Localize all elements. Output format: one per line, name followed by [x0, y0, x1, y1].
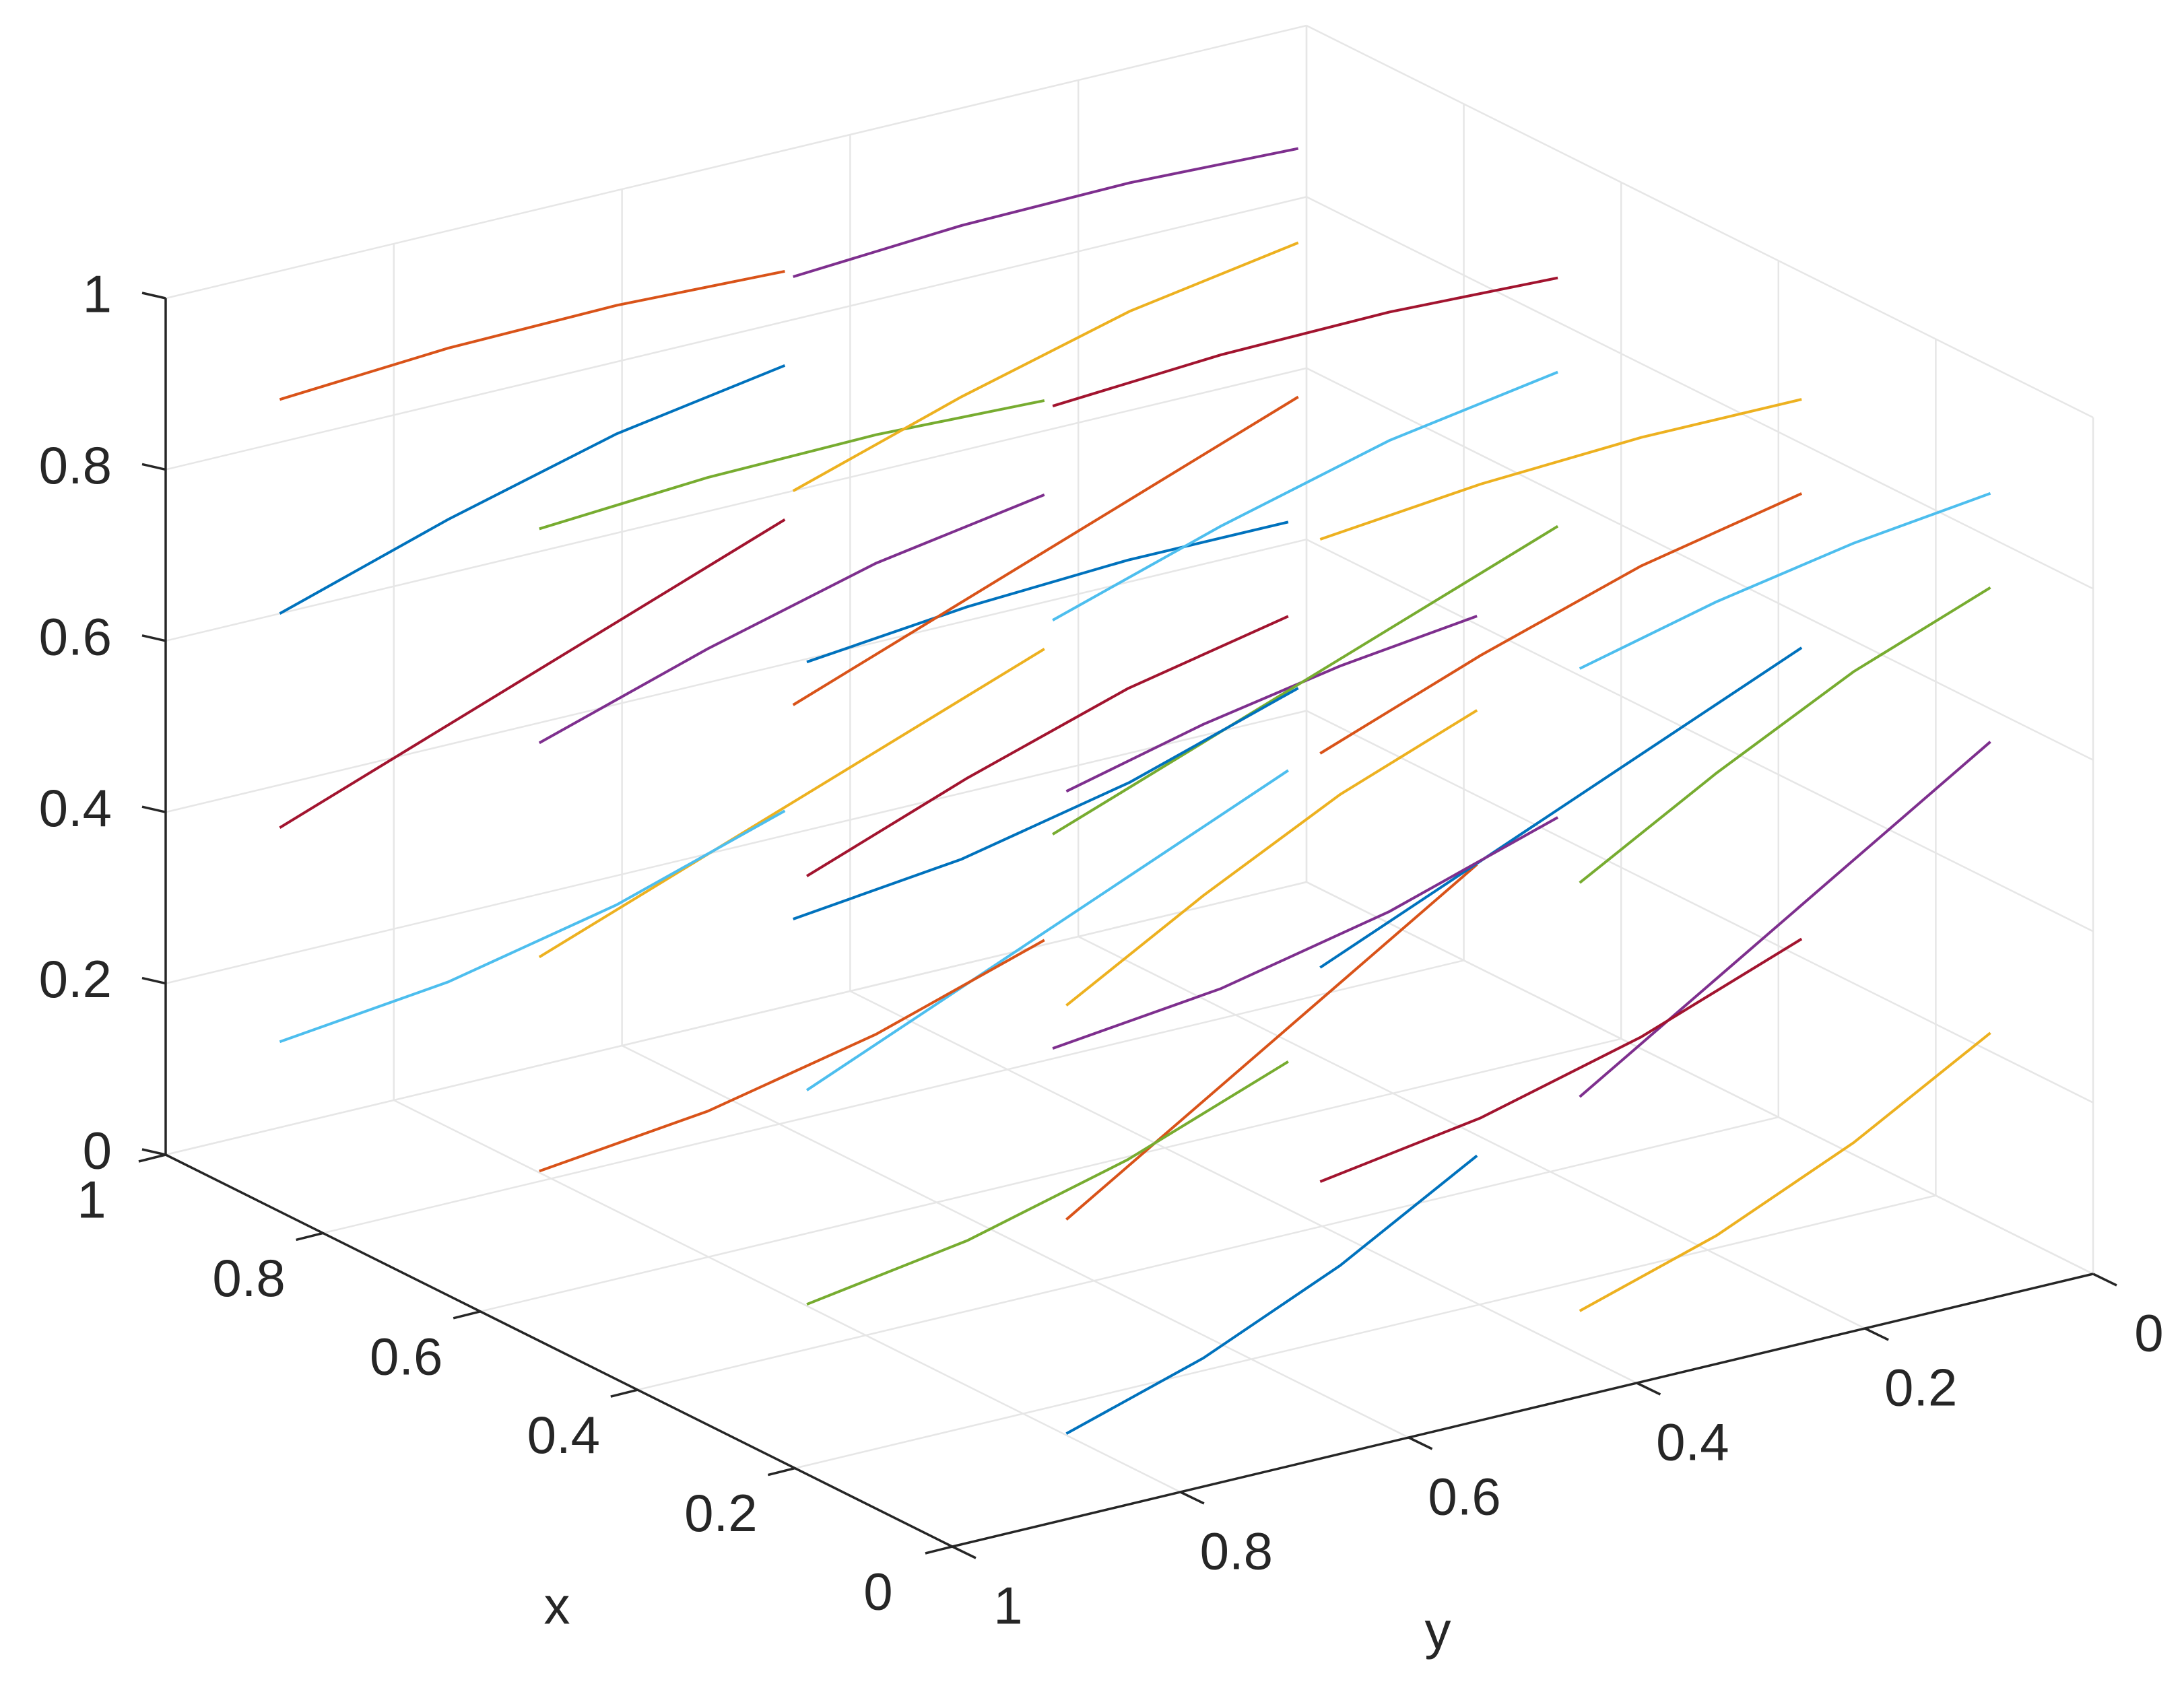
trajectory: [539, 939, 1045, 1173]
y-tick: [1180, 1491, 1205, 1505]
trajectory: [792, 241, 1299, 492]
x-tick-label: 0: [863, 1562, 892, 1621]
trajectory: [1052, 816, 1559, 1050]
trajectory: [1579, 741, 1991, 1098]
x-tick: [925, 1545, 953, 1555]
trajectory: [1065, 863, 1478, 1221]
grid-line: [1306, 710, 2094, 1104]
z-tick-label: 1: [83, 265, 112, 324]
z-tick: [141, 463, 166, 471]
y-tick-label: 0.2: [1884, 1358, 1957, 1417]
trajectory: [805, 769, 1290, 1091]
trajectory: [1319, 398, 1802, 541]
z-tick-label: 0.4: [39, 778, 112, 838]
trajectory: [805, 615, 1289, 877]
y-tick-label: 0.8: [1200, 1522, 1273, 1581]
trajectory: [538, 648, 1045, 959]
y-tick-label: 0.4: [1656, 1413, 1729, 1472]
plot-area: [279, 147, 1991, 1435]
y-axis: [952, 1273, 2094, 1548]
trajectory: [793, 687, 1299, 920]
y-tick: [952, 1545, 977, 1559]
trajectory: [279, 809, 786, 1044]
x-tick-label: 1: [77, 1170, 106, 1229]
z-tick: [141, 634, 166, 642]
grid-line: [165, 710, 1307, 984]
x-axis: [165, 1153, 953, 1548]
y-tick-label: 0: [2134, 1304, 2163, 1363]
grid-line: [1306, 196, 2094, 590]
trajectory: [1319, 937, 1803, 1183]
x-tick: [767, 1466, 795, 1477]
trajectory: [1065, 615, 1478, 793]
grid-line: [165, 881, 1307, 1156]
x-tick: [138, 1153, 166, 1163]
grid-line: [165, 196, 1307, 471]
y-tick: [1408, 1436, 1433, 1450]
z-tick: [141, 805, 166, 813]
y-tick: [1636, 1382, 1661, 1396]
grid-line: [1306, 539, 2094, 933]
trajectory: [792, 395, 1299, 706]
z-tick-label: 0.2: [39, 949, 112, 1009]
z-tick-label: 0.8: [39, 436, 112, 495]
grid-line: [1306, 24, 2094, 419]
grid-line: [1306, 881, 2094, 1275]
trajectory: [1052, 370, 1558, 621]
x-tick: [453, 1310, 481, 1320]
y-tick-label: 1: [993, 1576, 1022, 1635]
trajectory: [279, 518, 786, 830]
trajectory: [806, 1060, 1289, 1306]
grid-line: [165, 367, 1307, 642]
y-tick: [1864, 1327, 1889, 1341]
z-tick: [141, 1148, 166, 1156]
x-tick-label: 0.2: [684, 1483, 757, 1543]
grid-line: [795, 1194, 1936, 1469]
trajectory: [1579, 492, 1991, 670]
grid-line: [849, 990, 1637, 1384]
trajectory: [793, 147, 1299, 278]
trajectory: [1319, 492, 1803, 755]
grid-line: [393, 1099, 1181, 1493]
grid-line: [165, 24, 1307, 300]
grid-line: [1306, 367, 2094, 761]
trajectory: [1052, 525, 1559, 836]
trajectory: [279, 269, 785, 401]
x-tick-label: 0.4: [527, 1405, 600, 1464]
grid-line: [1078, 935, 1865, 1330]
trajectory: [1052, 276, 1558, 408]
grid-line: [479, 1038, 1622, 1313]
y-axis-label: y: [1425, 1601, 1451, 1660]
x-tick: [610, 1388, 638, 1398]
trajectory: [279, 364, 786, 615]
trajectory: [1579, 1032, 1991, 1312]
x-axis-label: x: [544, 1576, 570, 1635]
trajectory: [538, 493, 1045, 745]
z-tick: [141, 292, 166, 300]
x-tick: [296, 1231, 324, 1242]
trajectory: [539, 399, 1045, 531]
z-tick: [141, 976, 166, 985]
trajectory: [1319, 646, 1803, 969]
z-tick-label: 0: [83, 1121, 112, 1180]
y-tick-label: 0.6: [1428, 1467, 1500, 1526]
trajectory: [1065, 709, 1478, 1007]
trajectory: [1579, 586, 1991, 884]
trajectory: [806, 520, 1289, 664]
y-tick: [2092, 1273, 2117, 1287]
trajectory: [1065, 1154, 1478, 1435]
grid-line: [323, 959, 1464, 1234]
x-tick-label: 0.6: [370, 1326, 442, 1386]
z-tick-label: 0.6: [39, 607, 112, 666]
x-tick-label: 0.8: [212, 1248, 285, 1308]
grid-line: [622, 1044, 1410, 1439]
axes: 00.20.40.60.8100.20.40.60.8100.20.40.60.…: [39, 265, 2164, 1660]
grid-line: [637, 1116, 1779, 1391]
